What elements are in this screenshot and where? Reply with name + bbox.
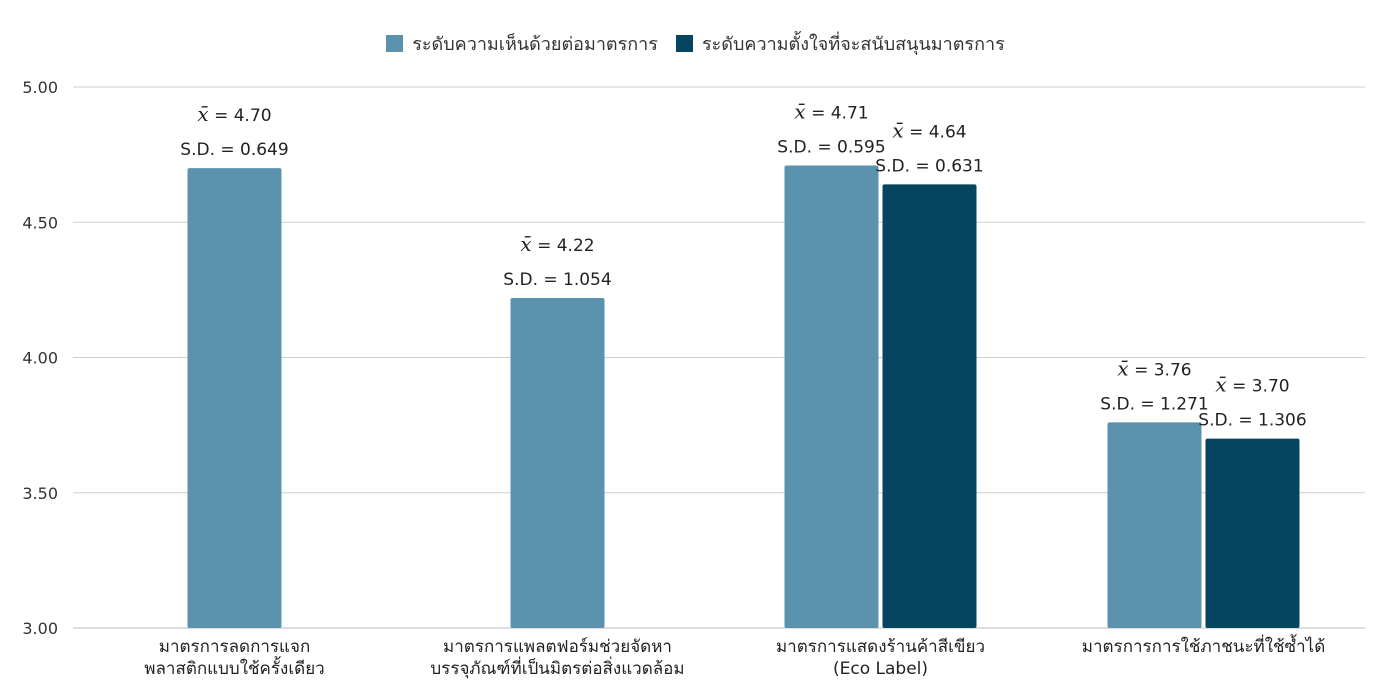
bar-2-4[interactable]: [1205, 438, 1300, 628]
x-category-label: มาตรการแพลตฟอร์มช่วยจัดหา: [443, 637, 672, 657]
x-category-label: (Eco Label): [833, 659, 928, 679]
legend-item-series-2[interactable]: ระดับความตั้งใจที่จะสนับสนุนมาตรการ: [675, 29, 1005, 58]
legend-label-series-2: ระดับความตั้งใจที่จะสนับสนุนมาตรการ: [701, 34, 1005, 55]
legend-item-series-1[interactable]: ระดับความเห็นด้วยต่อมาตรการ: [386, 29, 658, 58]
legend-label-series-1: ระดับความเห็นด้วยต่อมาตรการ: [412, 34, 658, 55]
legend: ระดับความเห็นด้วยต่อมาตรการ ระดับความตั้…: [0, 29, 1391, 58]
bar-1-1[interactable]: [187, 168, 282, 628]
mean-label: x̄ = 3.70: [1215, 373, 1289, 397]
sd-label: S.D. = 0.649: [180, 140, 288, 160]
mean-label: x̄ = 3.76: [1117, 356, 1191, 380]
mean-label: x̄ = 4.71: [794, 99, 868, 123]
x-category-label: มาตรการแสดงร้านค้าสีเขียว: [776, 637, 985, 657]
sd-label: S.D. = 0.595: [777, 137, 885, 157]
y-tick-label: 4.50: [22, 213, 58, 232]
sd-label: S.D. = 1.054: [503, 270, 611, 290]
sd-label: S.D. = 1.271: [1100, 394, 1208, 414]
bar-1-4[interactable]: [1107, 422, 1202, 628]
mean-label: x̄ = 4.64: [892, 118, 966, 142]
bar-1-2[interactable]: [510, 297, 605, 628]
sd-label: S.D. = 1.306: [1198, 411, 1306, 431]
mean-label: x̄ = 4.22: [520, 232, 594, 256]
x-category-label: บรรจุภัณฑ์ที่เป็นมิตรต่อสิ่งแวดล้อม: [430, 656, 684, 679]
y-axis-ticks: 5.00 4.50 4.00 3.50 3.00: [22, 78, 58, 638]
x-category-label: มาตรการลดการแจก: [159, 637, 311, 657]
y-tick-label: 3.50: [22, 484, 58, 503]
legend-swatch-series-2: [675, 35, 693, 52]
bar-annotations: x̄ = 4.70 S.D. = 0.649 x̄ = 4.22 S.D. = 1.0…: [180, 99, 1306, 430]
y-tick-label: 3.00: [22, 619, 58, 638]
x-category-label: พลาสติกแบบใช้ครั้งเดียว: [144, 656, 324, 679]
mean-label: x̄ = 4.70: [197, 102, 271, 126]
bar-2-3[interactable]: [882, 184, 977, 628]
y-tick-label: 4.00: [22, 349, 58, 368]
bars: [187, 165, 1300, 628]
sd-label: S.D. = 0.631: [875, 156, 983, 176]
bar-1-3[interactable]: [784, 165, 879, 628]
legend-swatch-series-1: [386, 35, 404, 52]
x-category-label: มาตรการการใช้ภาชนะที่ใช้ซ้ำได้: [1082, 634, 1325, 657]
y-tick-label: 5.00: [22, 78, 58, 97]
